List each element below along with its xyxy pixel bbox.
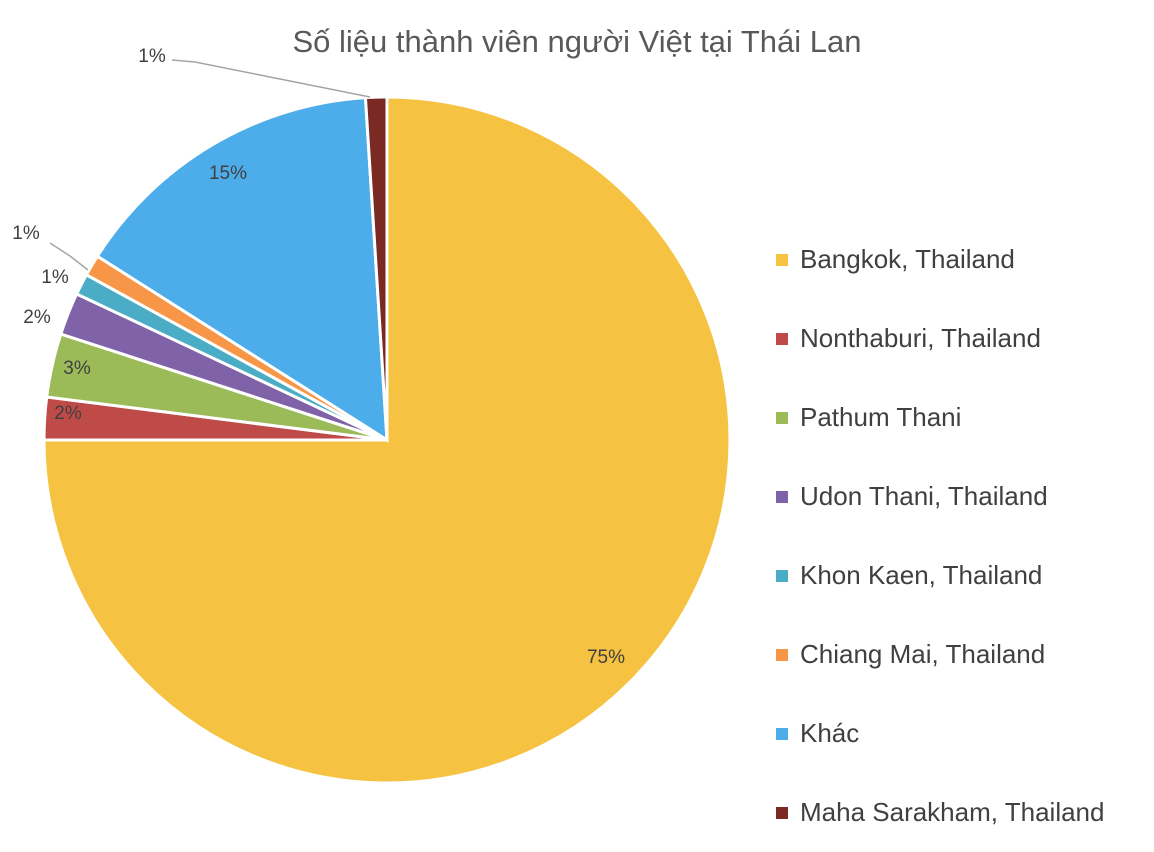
legend-label: Khon Kaen, Thailand	[800, 560, 1043, 590]
legend-label: Nonthaburi, Thailand	[800, 323, 1041, 353]
chart-title: Số liệu thành viên người Việt tại Thái L…	[0, 24, 1154, 60]
legend-item: Khon Kaen, Thailand	[776, 536, 1104, 615]
legend-item: Chiang Mai, Thailand	[776, 615, 1104, 694]
legend-swatch	[776, 569, 788, 582]
chart-title-text: Số liệu thành viên người Việt tại Thái L…	[292, 24, 862, 59]
legend-label: Pathum Thani	[800, 402, 962, 432]
legend-item: Maha Sarakham, Thailand	[776, 773, 1104, 852]
data-label-nonthaburi-thailand: 2%	[54, 403, 82, 424]
legend-swatch	[776, 806, 788, 819]
data-label-chiang-mai-thailand: 1%	[12, 223, 40, 244]
legend-item: Nonthaburi, Thailand	[776, 299, 1104, 378]
legend-item: Udon Thani, Thailand	[776, 457, 1104, 536]
legend-label: Udon Thani, Thailand	[800, 481, 1048, 511]
data-label-bangkok-thailand: 75%	[587, 647, 625, 668]
legend-swatch	[776, 490, 788, 503]
data-label-khon-kaen-thailand: 1%	[41, 267, 69, 288]
legend-swatch	[776, 253, 788, 266]
legend-swatch	[776, 648, 788, 661]
data-label-kh-c: 15%	[209, 163, 247, 184]
legend-swatch	[776, 727, 788, 740]
legend-label: Khác	[800, 718, 860, 748]
legend: Bangkok, Thailand Nonthaburi, Thailand Pat…	[776, 220, 1104, 852]
legend-swatch	[776, 332, 788, 345]
legend-item: Bangkok, Thailand	[776, 220, 1104, 299]
legend-label: Bangkok, Thailand	[800, 244, 1015, 274]
slice-maha-sarakham-thailand	[363, 95, 389, 441]
legend-label: Chiang Mai, Thailand	[800, 639, 1046, 669]
data-label-maha-sarakham-thailand: 1%	[138, 46, 166, 67]
legend-swatch	[776, 411, 788, 424]
leader-line	[171, 59, 371, 98]
legend-item: Khác	[776, 694, 1104, 773]
legend-item: Pathum Thani	[776, 378, 1104, 457]
data-label-pathum-thani: 3%	[63, 358, 91, 379]
leader-line	[49, 242, 89, 271]
legend-label: Maha Sarakham, Thailand	[800, 797, 1105, 827]
slice-kh-c	[95, 96, 389, 443]
data-label-udon-thani-thailand: 2%	[23, 307, 51, 328]
